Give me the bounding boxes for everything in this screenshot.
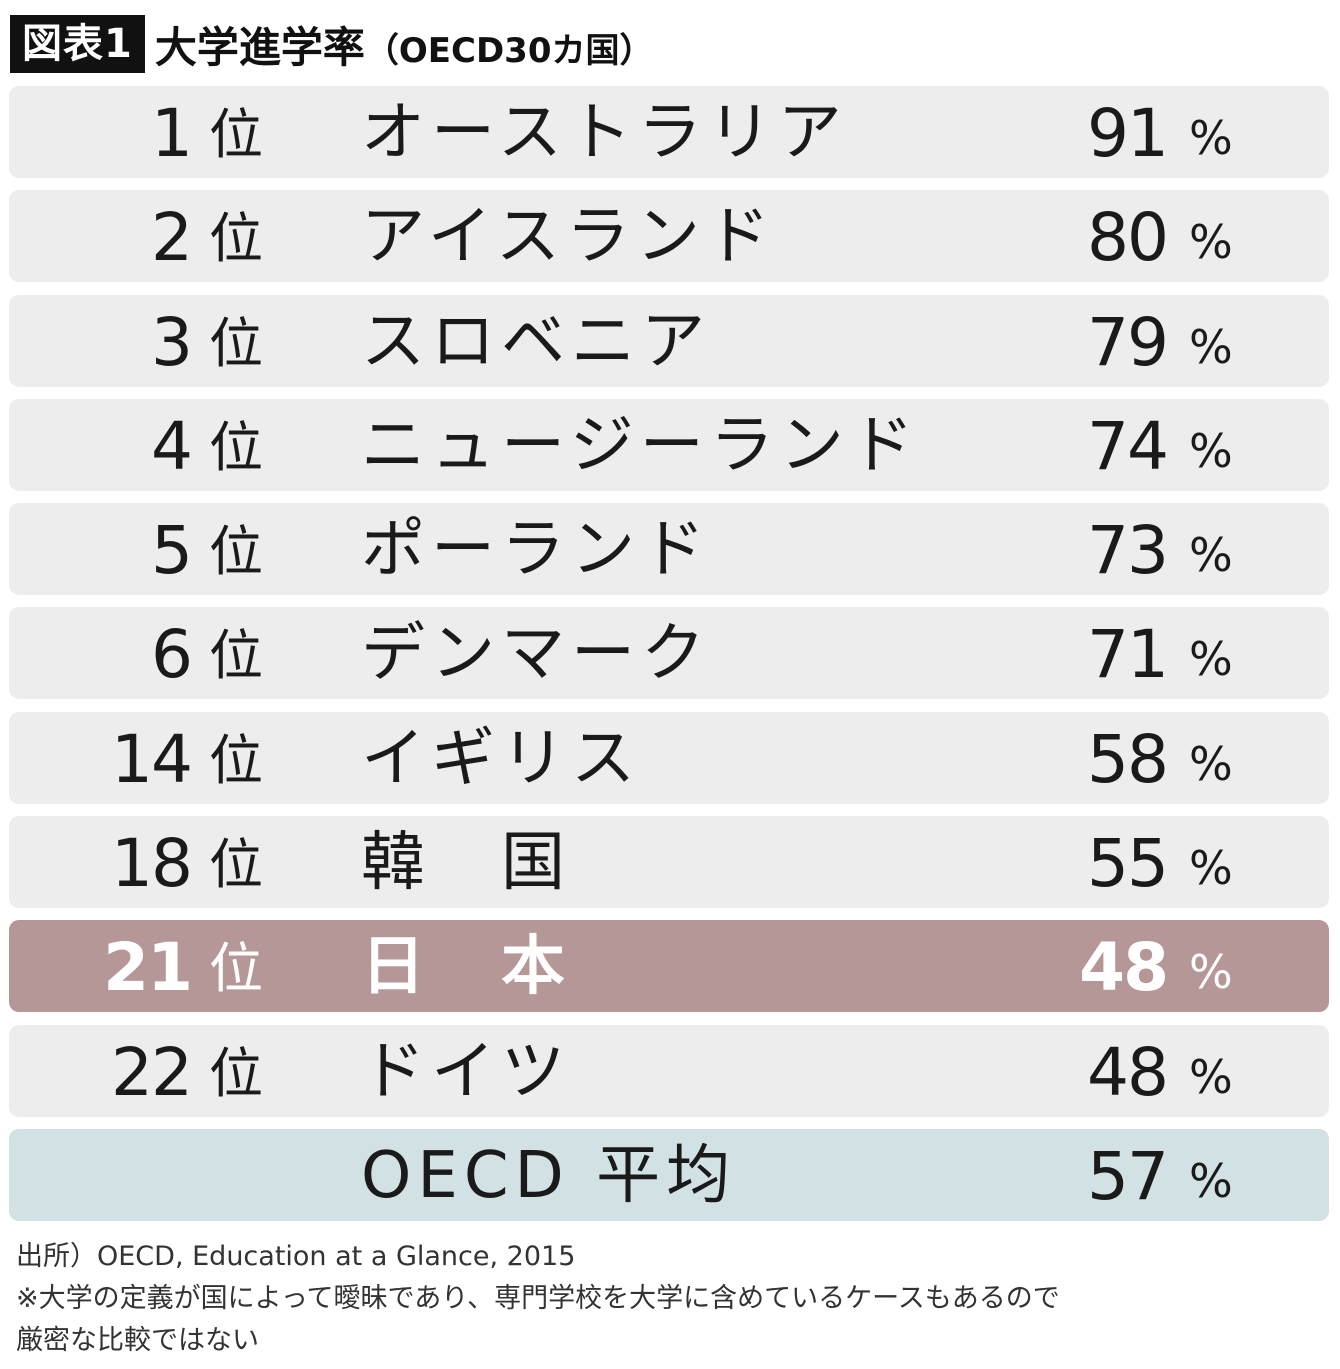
country-name: ポーランド xyxy=(361,513,711,588)
ranking-row: 6 位 デンマーク 71% xyxy=(9,607,1329,700)
caveat-note-line1: ※大学の定義が国によって曖昧であり、専門学校を大学に含めているケースもあるので xyxy=(16,1283,1060,1314)
country-name: ニュージーランド xyxy=(361,408,920,483)
percent-unit: % xyxy=(1189,736,1233,791)
rank-suffix: 位 xyxy=(209,833,263,897)
rank-number: 5 xyxy=(151,512,193,590)
chart-header: 図表1 大学進学率（OECD30カ国） xyxy=(10,14,653,74)
rank-suffix: 位 xyxy=(209,415,263,479)
chart-title-sub: （OECD30カ国） xyxy=(364,30,654,71)
country-name: OECD 平均 xyxy=(361,1138,737,1213)
rank-number: 21 xyxy=(103,929,193,1007)
rate-value: 79 xyxy=(1087,303,1169,381)
caveat-note-line2: 厳密な比較ではない xyxy=(16,1325,259,1356)
rank-number: 14 xyxy=(111,720,193,798)
rank-suffix: 位 xyxy=(209,1041,263,1105)
rank-number: 6 xyxy=(151,616,193,694)
rate-value: 71 xyxy=(1087,616,1169,694)
ranking-row: 3 位 スロベニア 79% xyxy=(9,294,1329,387)
average-row: OECD 平均 57% xyxy=(9,1128,1329,1221)
percent-unit: % xyxy=(1189,111,1233,165)
rank-number: 1 xyxy=(151,95,193,172)
ranking-row: 5 位 ポーランド 73% xyxy=(9,503,1329,596)
rate-value: 48 xyxy=(1087,1033,1169,1111)
country-name: アイスランド xyxy=(361,200,776,275)
rank-number: 22 xyxy=(111,1033,193,1111)
ranking-row: 4 位 ニュージーランド 74% xyxy=(9,398,1329,491)
rank-suffix: 位 xyxy=(209,937,263,1001)
rank-number: 18 xyxy=(111,825,193,903)
country-name: イギリス xyxy=(361,721,641,796)
rate-value: 91 xyxy=(1087,95,1169,172)
ranking-row: 21 位 日 本 48% xyxy=(9,920,1329,1013)
rank-number: 3 xyxy=(151,303,193,381)
percent-unit: % xyxy=(1189,1049,1233,1104)
country-name: スロベニア xyxy=(361,304,711,379)
country-name: 韓 国 xyxy=(361,826,571,901)
ranking-table: 1 位オーストラリア 91% 2 位アイスランド 80% 3 位スロベニア 79% 4 位ニュージー… xyxy=(9,86,1329,1233)
rate-value: 74 xyxy=(1087,407,1169,485)
figure-label: 図表1 xyxy=(10,15,145,73)
source-note: 出所）OECD, Education at a Glance, 2015 xyxy=(16,1241,576,1272)
percent-unit: % xyxy=(1189,632,1233,687)
country-name: オーストラリア xyxy=(361,96,848,170)
percent-unit: % xyxy=(1189,528,1233,583)
ranking-row: 2 位 アイスランド 80% xyxy=(9,190,1329,283)
rate-value: 73 xyxy=(1087,512,1169,590)
rank-suffix: 位 xyxy=(209,207,263,271)
country-name: ドイツ xyxy=(361,1034,571,1109)
rank-suffix: 位 xyxy=(209,624,263,688)
rank-suffix: 位 xyxy=(209,728,263,792)
ranking-row: 22 位 ドイツ 48% xyxy=(9,1024,1329,1117)
percent-unit: % xyxy=(1189,215,1233,270)
percent-unit: % xyxy=(1189,1153,1233,1208)
rate-value: 80 xyxy=(1087,199,1169,277)
rank-suffix: 位 xyxy=(209,311,263,375)
ranking-row: 18 位 韓 国 55% xyxy=(9,816,1329,909)
percent-unit: % xyxy=(1189,423,1233,478)
rank-number: 4 xyxy=(151,407,193,485)
ranking-row: 1 位 オーストラリア 91% xyxy=(9,86,1329,178)
country-name: デンマーク xyxy=(361,617,711,692)
chart-title-main: 大学進学率 xyxy=(154,22,365,72)
rank-number: 2 xyxy=(151,199,193,277)
percent-unit: % xyxy=(1189,945,1233,1000)
rank-suffix: 位 xyxy=(209,103,263,166)
percent-unit: % xyxy=(1189,319,1233,374)
rank-suffix: 位 xyxy=(209,520,263,584)
percent-unit: % xyxy=(1189,841,1233,896)
rate-value: 48 xyxy=(1079,929,1169,1007)
rate-value: 58 xyxy=(1087,720,1169,798)
rate-value: 55 xyxy=(1087,825,1169,903)
footnotes: 出所）OECD, Education at a Glance, 2015 ※大学… xyxy=(16,1236,1060,1362)
ranking-row: 14 位 イギリス 58% xyxy=(9,711,1329,804)
chart-title: 大学進学率（OECD30カ国） xyxy=(155,14,654,75)
rate-value: 57 xyxy=(1087,1137,1169,1215)
country-name: 日 本 xyxy=(361,930,571,1005)
